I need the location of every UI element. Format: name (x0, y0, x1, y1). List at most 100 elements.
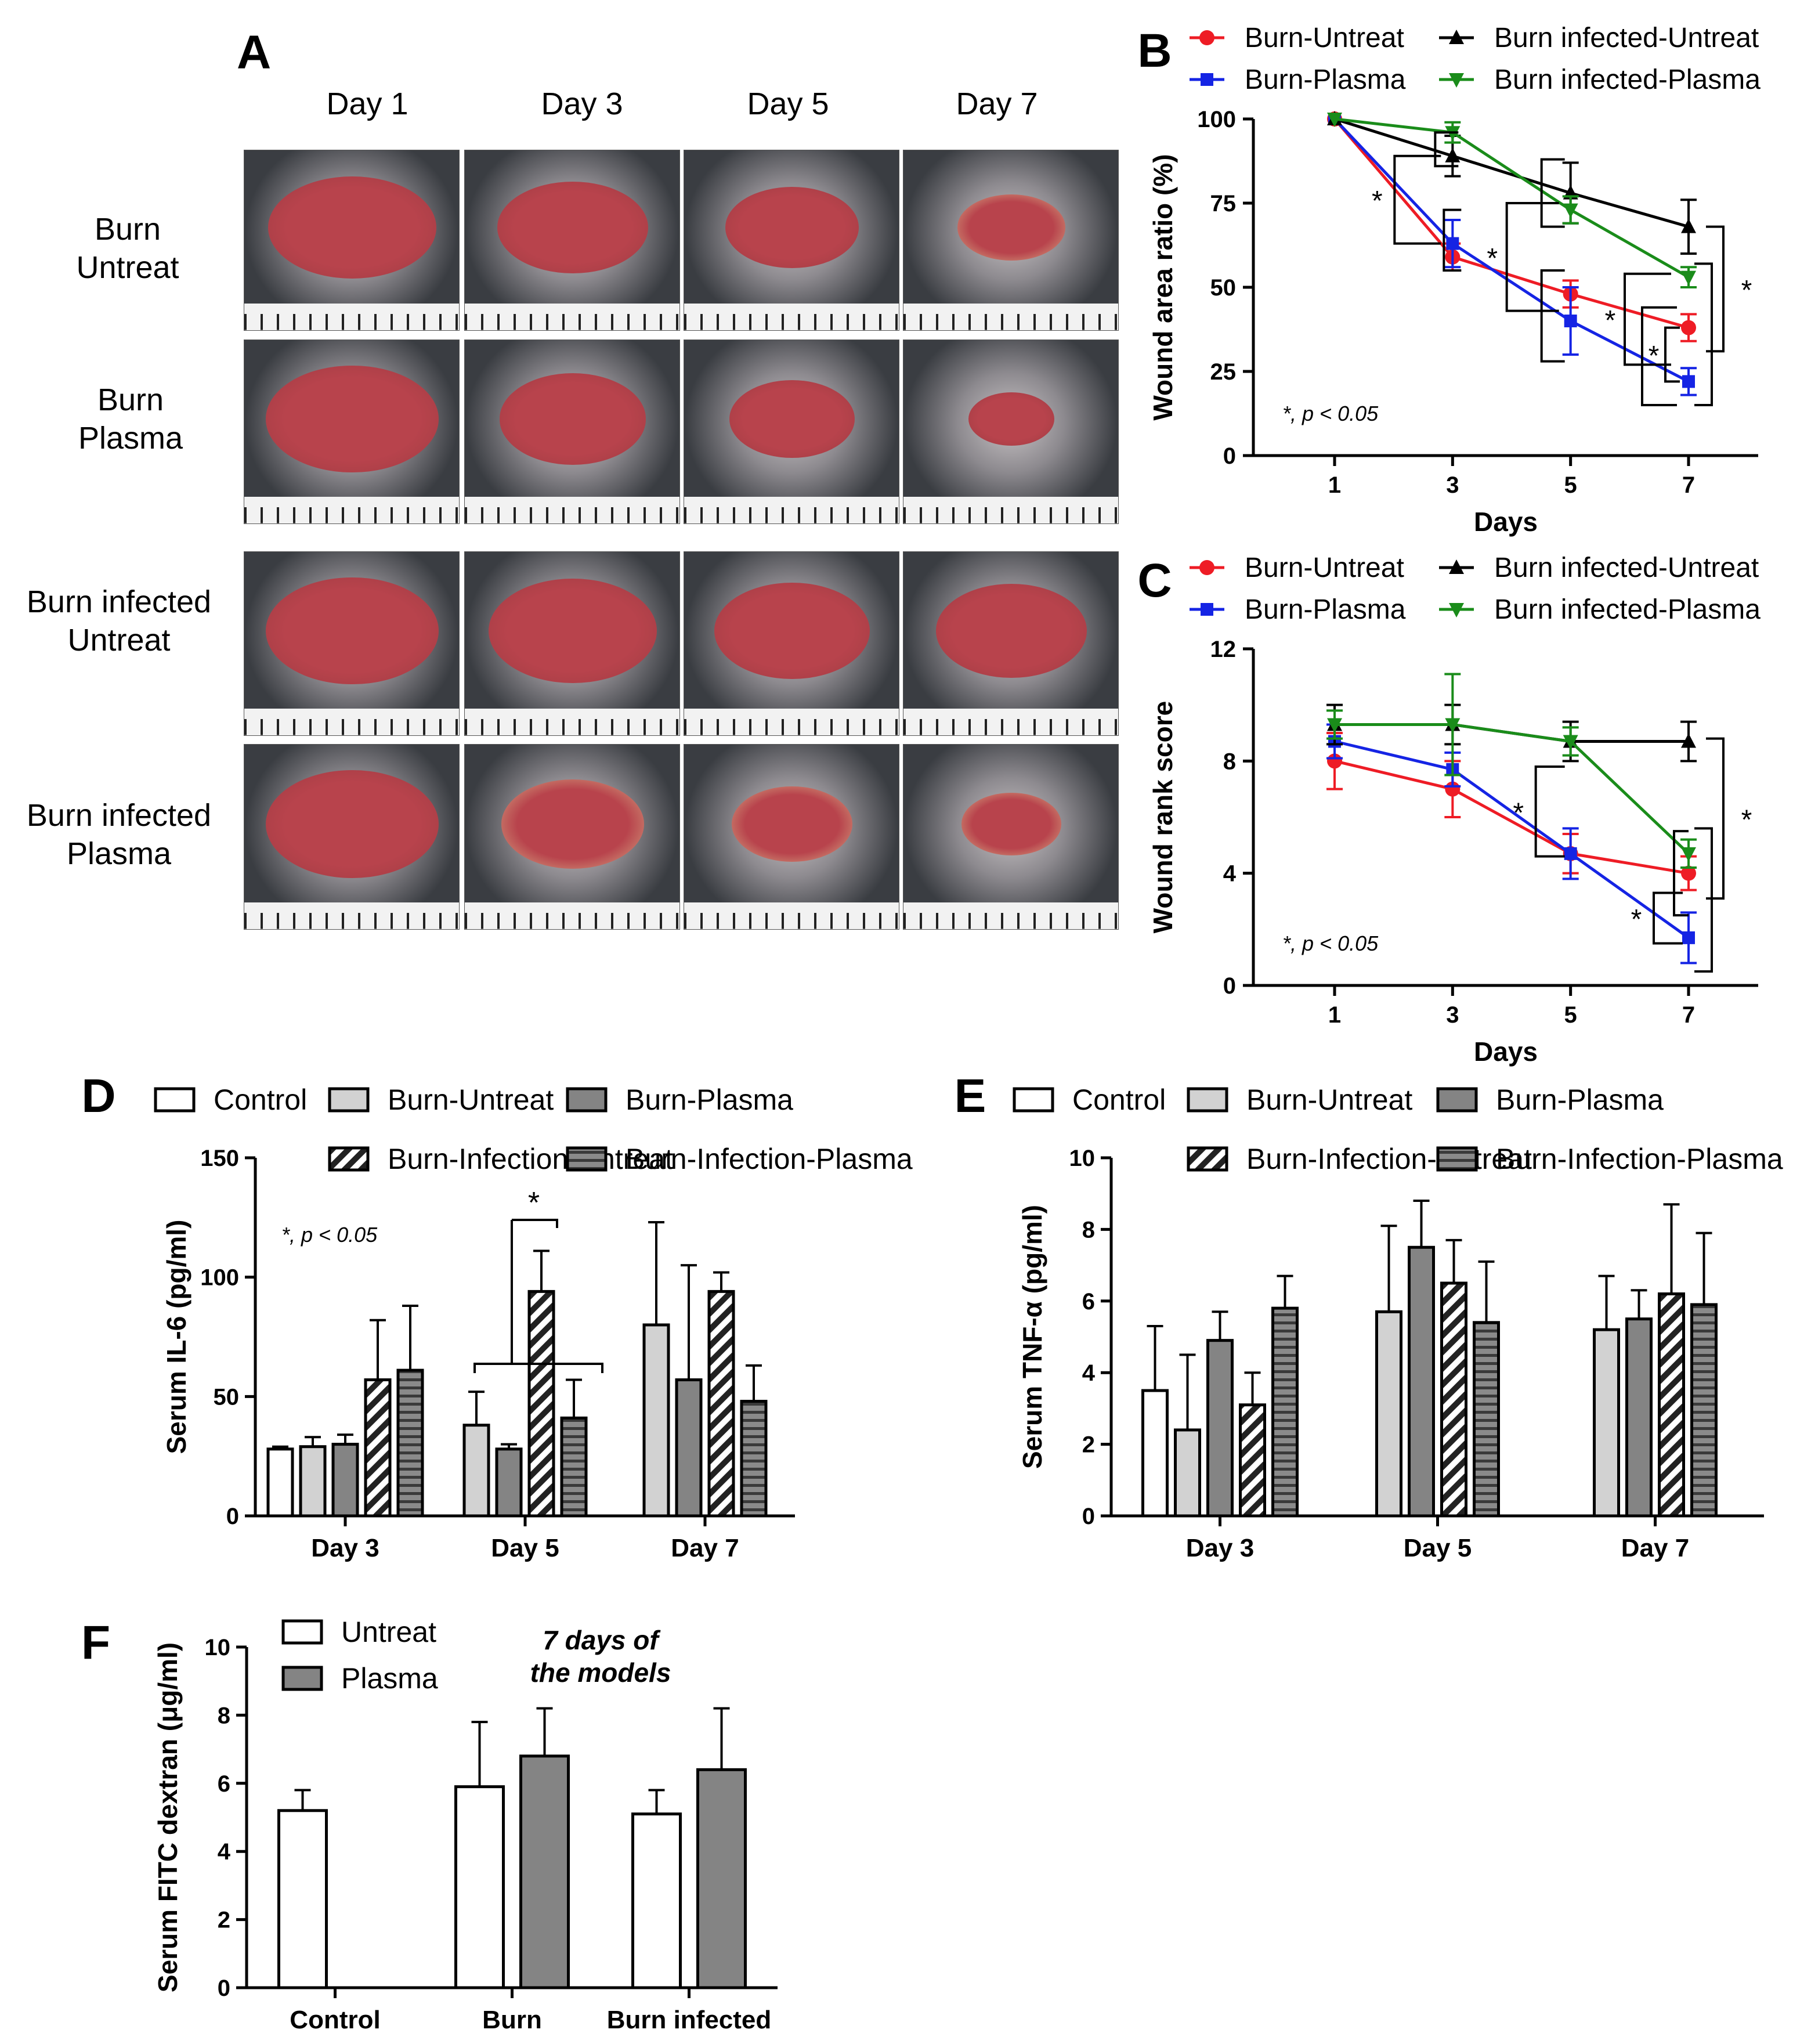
significance-star: * (1741, 275, 1752, 306)
y-tick-label: 0 (226, 1504, 239, 1529)
y-tick-label: 0 (1082, 1504, 1095, 1529)
data-point-marker (1681, 733, 1696, 748)
series-line (1333, 118, 1689, 330)
x-tick-label: 7 (1682, 472, 1695, 498)
bar (495, 1447, 523, 1518)
significance-bracket (1443, 208, 1462, 272)
significance-star: * (1631, 904, 1642, 935)
y-axis-title: Wound rank score (1148, 701, 1178, 933)
legend-swatch (1436, 1146, 1478, 1172)
scale-ruler (684, 304, 899, 330)
bar (1375, 1310, 1402, 1518)
legend-label: Burn-Plasma (626, 1084, 793, 1116)
data-point-marker (1681, 847, 1696, 862)
significance-bracket (1393, 154, 1441, 245)
wound-photo (684, 340, 899, 524)
legend-label: Burn infected-Untreat (1494, 23, 1759, 53)
legend-swatch (1187, 1087, 1228, 1113)
legend-swatch (154, 1087, 196, 1113)
data-point-marker (1564, 315, 1577, 327)
significance-bracket (1641, 306, 1677, 406)
panel-label: D (81, 1070, 115, 1122)
bar (740, 1400, 768, 1518)
legend-label: Control (214, 1084, 307, 1116)
legend-label: Burn-Plasma (1245, 64, 1406, 95)
y-axis-title: Serum TNF-α (pg/ml) (1017, 1205, 1047, 1469)
wound-photo (244, 551, 460, 736)
data-point-marker (1682, 931, 1695, 944)
series-line (1334, 740, 1690, 939)
scale-ruler (465, 709, 679, 735)
y-tick-label: 10 (205, 1635, 231, 1660)
group-label: Burn Untreat (76, 212, 179, 285)
wound-photo (464, 744, 680, 930)
data-point-marker (1681, 320, 1696, 335)
data-point-marker (1327, 718, 1342, 733)
legend-swatch (566, 1146, 608, 1172)
scale-ruler (684, 497, 899, 523)
y-tick-label: 100 (1197, 107, 1236, 132)
scale-ruler (465, 902, 679, 929)
legend-label: Control (1072, 1084, 1166, 1116)
y-tick-label: 4 (218, 1839, 231, 1865)
y-tick-label: 8 (1082, 1217, 1095, 1243)
scale-ruler (244, 304, 459, 330)
legend-label: Burn-Untreat (1245, 23, 1404, 53)
y-axis-title: Wound area ratio (%) (1148, 154, 1178, 420)
significance-bracket (1694, 827, 1713, 973)
panel-f-bar-chart: 0 2 4 6 8 10 Serum FITC dextran (μg/ml) Control… (81, 1616, 778, 2034)
y-tick-label: 0 (1223, 443, 1236, 469)
day-label: Day 7 (956, 86, 1038, 121)
significance-bracket (512, 1219, 558, 1228)
bar (1141, 1389, 1169, 1518)
y-tick-label: 25 (1210, 359, 1237, 385)
significance-bracket (1540, 158, 1565, 228)
legend-label: Untreat (341, 1616, 436, 1648)
group-label: Burn infected Untreat (26, 584, 212, 658)
wound-area (729, 380, 855, 458)
significance-bracket (1653, 891, 1683, 945)
panel-label: B (1137, 24, 1172, 77)
significance-star: * (1487, 243, 1498, 274)
day-label: Day 5 (747, 86, 829, 121)
wound-area (488, 578, 657, 684)
wound-area (725, 186, 859, 269)
x-tick-label: Day 5 (1404, 1534, 1472, 1562)
panel-label: C (1137, 554, 1172, 607)
data-point-marker (1201, 603, 1213, 616)
wound-photo (684, 551, 899, 736)
data-point-marker (1449, 603, 1464, 617)
y-tick-label: 50 (214, 1384, 240, 1410)
significance-bracket (1534, 765, 1565, 858)
bar (696, 1768, 747, 1989)
panel-c-line-chart: C 0 4 8 12 1 3 5 7 Days Wound rank score *, p < 0.0… (1137, 552, 1761, 1067)
wound-area (267, 176, 437, 279)
bar (642, 1323, 670, 1518)
wound-photo (684, 744, 899, 930)
y-tick-label: 0 (218, 1976, 230, 2001)
significance-bracket (1694, 262, 1713, 406)
wound-area (957, 194, 1065, 261)
y-tick-label: 8 (1223, 749, 1236, 774)
panel-d-bar-chart: 0 50 100 150 Serum IL-6 (pg/ml) Day 3 Day 5 Day… (81, 1070, 912, 1562)
bar (631, 1812, 682, 1989)
wound-area (266, 770, 439, 879)
x-tick-label: 1 (1328, 1002, 1341, 1028)
wound-photo (244, 150, 460, 331)
bar (519, 1754, 570, 1989)
bar (527, 1290, 555, 1518)
bar (331, 1443, 359, 1518)
wound-area (968, 392, 1055, 446)
panel-b-line-chart: B 0 25 50 75 100 1 3 5 7 Days Wound area ratio (%) *… (1137, 23, 1761, 537)
data-point-marker (1327, 113, 1342, 127)
x-axis-title: Days (1474, 507, 1538, 537)
legend-swatch (1187, 1146, 1228, 1172)
bar (1690, 1303, 1718, 1518)
significance-bracket (1664, 326, 1680, 383)
x-tick-label: Control (290, 2006, 380, 2034)
y-tick-label: 6 (1082, 1289, 1095, 1314)
group-label: Burn Plasma (78, 382, 183, 456)
y-axis-title: Serum FITC dextran (μg/ml) (153, 1642, 183, 1992)
scale-ruler (903, 902, 1118, 929)
